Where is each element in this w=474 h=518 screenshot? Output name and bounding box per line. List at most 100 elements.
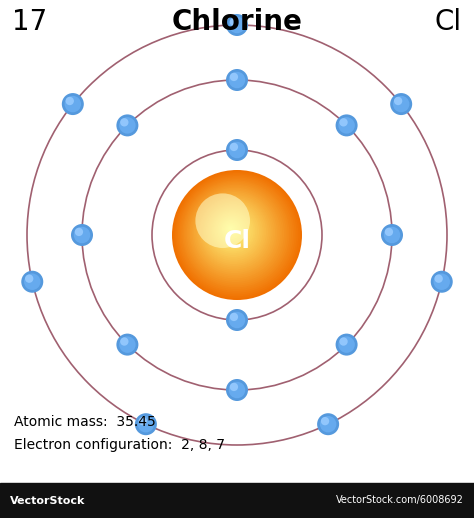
Circle shape [385,228,393,236]
Text: Cl: Cl [224,229,250,253]
Circle shape [203,200,264,263]
Circle shape [64,96,81,112]
Circle shape [120,118,128,126]
Circle shape [119,117,136,134]
Circle shape [62,93,84,115]
Circle shape [185,183,286,284]
Circle shape [182,180,290,287]
Circle shape [204,202,263,261]
Circle shape [226,139,248,161]
Circle shape [175,173,299,296]
Circle shape [226,309,248,331]
Circle shape [435,275,443,283]
Circle shape [200,198,268,266]
Circle shape [229,72,245,88]
Text: VectorStock.com/6008692: VectorStock.com/6008692 [336,496,464,506]
Circle shape [317,413,339,435]
Circle shape [184,182,288,286]
Circle shape [220,218,243,241]
Circle shape [339,337,348,346]
Circle shape [338,117,355,134]
Text: Cl: Cl [435,8,462,36]
Circle shape [230,73,238,81]
Circle shape [195,193,273,271]
Circle shape [339,118,348,126]
Circle shape [137,416,154,433]
Circle shape [198,196,270,268]
Circle shape [218,215,246,244]
Circle shape [197,195,272,269]
Circle shape [431,271,453,293]
Circle shape [179,177,293,291]
Circle shape [65,97,74,105]
Circle shape [188,186,283,280]
Circle shape [223,221,239,237]
Circle shape [192,191,277,275]
Circle shape [206,204,261,259]
Circle shape [176,175,297,295]
Circle shape [225,223,237,236]
Circle shape [226,69,248,91]
Text: 17: 17 [12,8,47,36]
Circle shape [393,96,410,112]
Circle shape [190,188,281,279]
Circle shape [230,313,238,321]
Circle shape [71,224,93,246]
Circle shape [117,334,138,355]
Circle shape [209,207,257,255]
Circle shape [336,334,357,355]
Circle shape [207,205,259,257]
Circle shape [214,212,250,248]
Circle shape [210,208,255,253]
Circle shape [119,336,136,353]
Circle shape [120,337,128,346]
Circle shape [187,184,284,282]
Circle shape [229,17,245,33]
Circle shape [135,413,157,435]
Circle shape [74,227,90,243]
Circle shape [222,220,241,239]
Circle shape [338,336,355,353]
Circle shape [138,417,147,425]
Circle shape [394,97,402,105]
Circle shape [216,214,248,247]
Circle shape [384,227,400,243]
Circle shape [25,275,33,283]
Circle shape [230,18,238,26]
Text: VectorStock: VectorStock [10,496,85,506]
Circle shape [75,228,83,236]
Circle shape [229,312,245,328]
Circle shape [172,170,302,300]
Circle shape [194,192,275,273]
Circle shape [229,227,232,231]
Text: Electron configuration:  2, 8, 7: Electron configuration: 2, 8, 7 [14,438,225,452]
Circle shape [211,209,254,252]
Circle shape [173,171,300,298]
Circle shape [226,379,248,401]
Circle shape [381,224,403,246]
Circle shape [24,274,40,290]
Circle shape [320,416,337,433]
Circle shape [178,176,295,293]
Circle shape [191,189,279,277]
Circle shape [229,142,245,159]
Circle shape [226,224,236,234]
Circle shape [117,114,138,136]
Circle shape [230,143,238,151]
Circle shape [321,417,329,425]
Circle shape [226,14,248,36]
Circle shape [213,211,252,250]
Circle shape [229,382,245,398]
Text: Atomic mass:  35.45: Atomic mass: 35.45 [14,415,156,429]
Circle shape [21,271,43,293]
Circle shape [201,199,266,264]
Bar [0,483,474,518]
Circle shape [336,114,357,136]
Circle shape [181,179,292,289]
Circle shape [390,93,412,115]
Circle shape [230,383,238,391]
Text: Chlorine: Chlorine [172,8,302,36]
Circle shape [228,225,234,232]
Circle shape [219,217,245,243]
Circle shape [434,274,450,290]
